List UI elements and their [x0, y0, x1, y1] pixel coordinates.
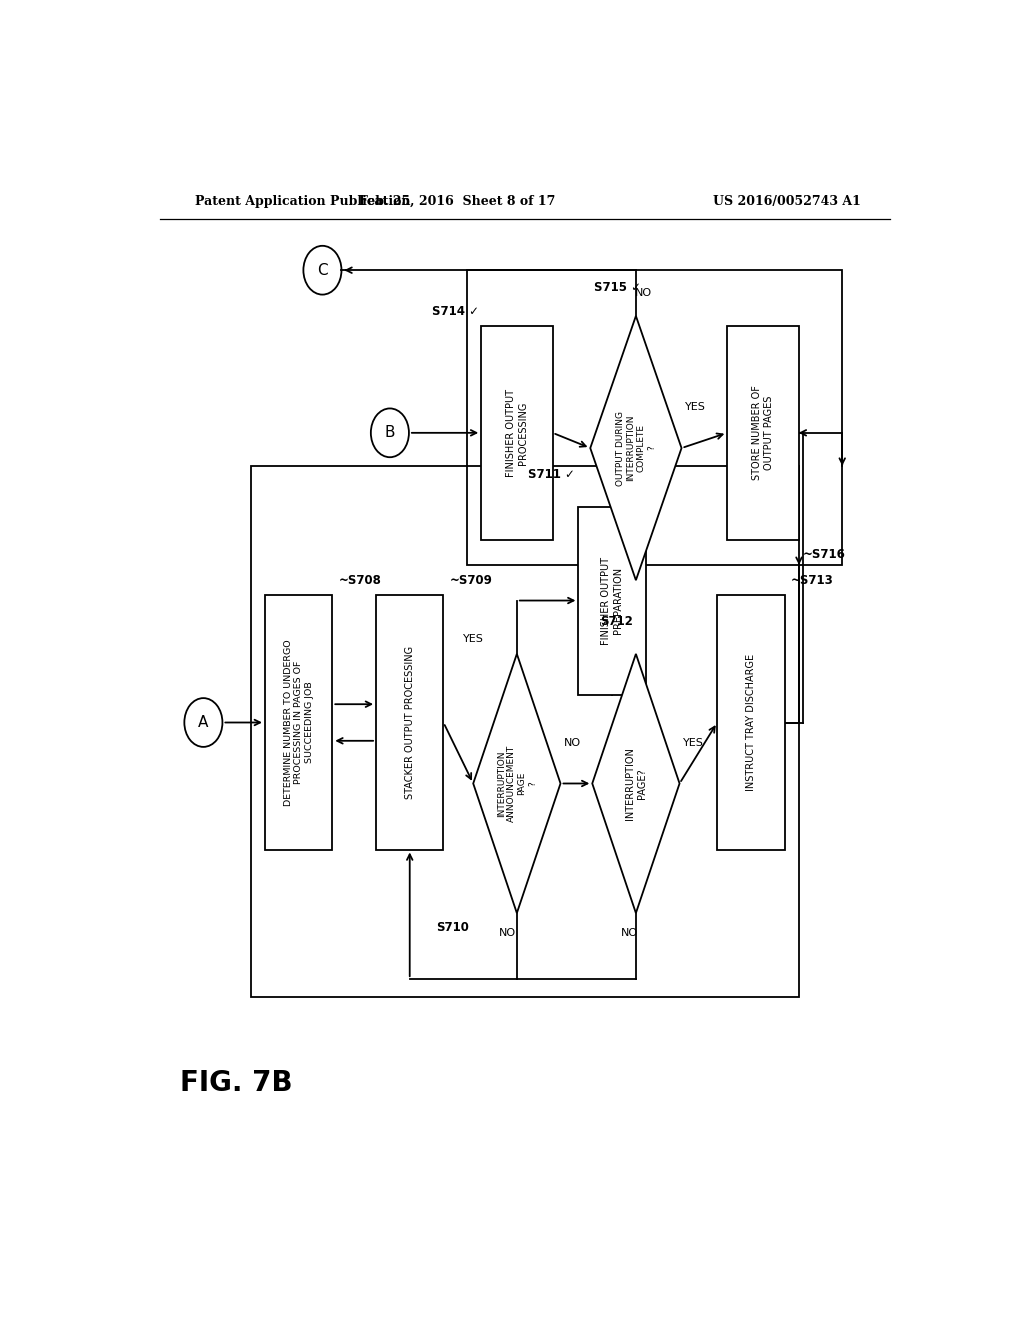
Text: S711 ✓: S711 ✓ [527, 469, 574, 480]
Bar [265, 595, 333, 850]
Text: FIG. 7B: FIG. 7B [179, 1069, 292, 1097]
Text: NO: NO [564, 738, 581, 748]
Text: S712: S712 [600, 615, 633, 628]
Bar [467, 271, 843, 565]
Text: OUTPUT DURING
INTERRUPTION
COMPLETE
?: OUTPUT DURING INTERRUPTION COMPLETE ? [615, 411, 656, 486]
Text: B: B [385, 425, 395, 441]
Bar [717, 595, 784, 850]
Text: DETERMINE NUMBER TO UNDERGO
PROCESSING IN PAGES OF
SUCCEEDING JOB: DETERMINE NUMBER TO UNDERGO PROCESSING I… [284, 639, 313, 805]
Text: ~S709: ~S709 [450, 574, 493, 587]
Text: ~S708: ~S708 [339, 574, 382, 587]
Text: STACKER OUTPUT PROCESSING: STACKER OUTPUT PROCESSING [404, 645, 415, 799]
Polygon shape [473, 653, 560, 913]
Text: ~S716: ~S716 [803, 548, 846, 561]
Text: NO: NO [635, 288, 652, 297]
Text: A: A [199, 715, 209, 730]
Text: INSTRUCT TRAY DISCHARGE: INSTRUCT TRAY DISCHARGE [745, 653, 756, 791]
Text: NO: NO [499, 928, 516, 939]
Text: Patent Application Publication: Patent Application Publication [196, 194, 411, 207]
Text: NO: NO [621, 928, 638, 939]
Polygon shape [590, 315, 682, 581]
Text: INTERRUPTION
PAGE?: INTERRUPTION PAGE? [625, 747, 647, 820]
Text: YES: YES [683, 738, 705, 748]
Text: YES: YES [463, 634, 483, 644]
Text: YES: YES [685, 403, 707, 412]
Bar [579, 507, 646, 694]
Text: ~S713: ~S713 [792, 574, 834, 587]
Polygon shape [592, 653, 680, 913]
Text: FINISHER OUTPUT
PROCESSING: FINISHER OUTPUT PROCESSING [506, 389, 527, 477]
Text: C: C [317, 263, 328, 277]
Bar [251, 466, 799, 998]
Text: INTERRUPTION
ANNOUNCEMENT
PAGE
?: INTERRUPTION ANNOUNCEMENT PAGE ? [497, 744, 537, 822]
Bar [481, 326, 553, 540]
Bar [727, 326, 799, 540]
Text: S714 ✓: S714 ✓ [432, 305, 479, 318]
Text: S710: S710 [436, 921, 469, 935]
Text: S715 ✓: S715 ✓ [594, 281, 641, 293]
Text: STORE NUMBER OF
OUTPUT PAGES: STORE NUMBER OF OUTPUT PAGES [752, 385, 774, 480]
Text: FINISHER OUTPUT
PREPARATION: FINISHER OUTPUT PREPARATION [601, 557, 623, 644]
Bar [376, 595, 443, 850]
Text: Feb. 25, 2016  Sheet 8 of 17: Feb. 25, 2016 Sheet 8 of 17 [359, 194, 556, 207]
Text: US 2016/0052743 A1: US 2016/0052743 A1 [713, 194, 860, 207]
